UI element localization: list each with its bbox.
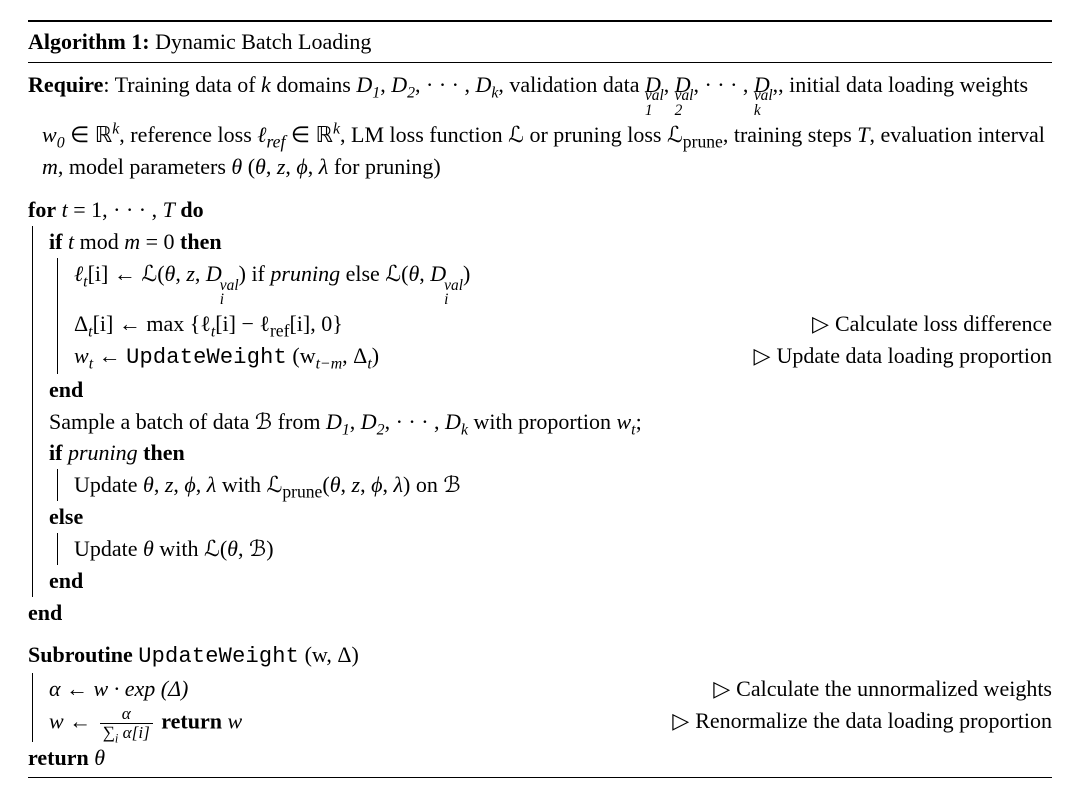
if-mod-body: ℓt[i] ← ℒ(θ, z, Dvali) if pruning else ℒ… <box>57 258 1052 374</box>
line-delta: Δt[i] ← max {ℓt[i] − ℓref[i], 0} Calcula… <box>74 308 1052 340</box>
req-text-4: , initial data loading weights <box>778 72 1028 97</box>
Rk-1: ℝk <box>95 122 119 147</box>
line-w: wt ← UpdateWeight (wt−m, Δt) Update data… <box>74 340 1052 374</box>
req-text-1: : Training data of <box>103 72 261 97</box>
kw-then: then <box>180 229 222 254</box>
for-line: for t = 1, · · · , T do <box>28 194 1052 226</box>
for-body: if t mod m = 0 then ℓt[i] ← ℒ(θ, z, Dval… <box>32 226 1052 597</box>
kw-do: do <box>180 197 203 222</box>
end-ifprune: end <box>49 565 1052 597</box>
require-label: Require <box>28 72 103 97</box>
return-line: return θ <box>28 742 1052 774</box>
if-prune-line: if pruning then <box>49 437 1052 469</box>
eq0: = 0 <box>140 229 180 254</box>
B: ℬ <box>255 409 272 434</box>
fn-updateweight: UpdateWeight <box>126 345 287 370</box>
title-rule <box>28 62 1052 63</box>
T: T <box>857 122 869 147</box>
req-text-3: , validation data <box>498 72 645 97</box>
lambda: λ <box>319 154 329 179</box>
req-text-5: , reference loss <box>119 122 257 147</box>
req-text-9: , evaluation interval <box>870 122 1045 147</box>
line-sample: Sample a batch of data ℬ from D1, D2, · … <box>49 406 1052 438</box>
end-ifmod: end <box>49 374 1052 406</box>
comment-w: Update data loading proportion <box>754 340 1052 372</box>
w0: w0 <box>42 122 65 147</box>
algorithm-title-row: Algorithm 1: Dynamic Batch Loading <box>28 26 1052 58</box>
line-ell: ℓt[i] ← ℒ(θ, z, Dvali) if pruning else ℒ… <box>74 258 1052 308</box>
D1: D1 <box>356 72 380 97</box>
loop-range: = 1, · · · , <box>68 197 163 222</box>
bottom-rule <box>28 777 1052 778</box>
top-rule <box>28 20 1052 22</box>
kw-return: return <box>28 745 89 770</box>
theta2: θ <box>255 154 266 179</box>
if-mod-line: if t mod m = 0 then <box>49 226 1052 258</box>
comment-delta: Calculate loss difference <box>812 308 1052 340</box>
z: z <box>277 154 286 179</box>
subroutine-line: Subroutine UpdateWeight (w, Δ) <box>28 639 1052 673</box>
mod: mod <box>74 229 124 254</box>
req-text-7: or pruning loss <box>524 122 667 147</box>
req-text-10: , model parameters <box>58 154 232 179</box>
line-alpha: α ← w · exp (Δ) Calculate the unnormaliz… <box>49 673 1052 705</box>
Rk-2: ℝk <box>316 122 340 147</box>
kw-subroutine: Subroutine <box>28 642 133 667</box>
Dkval: Dvalk <box>754 72 773 97</box>
k: k <box>261 72 271 97</box>
D2: D2 <box>391 72 415 97</box>
if-prune-body: Update θ, z, ϕ, λ with ℒprune(θ, z, ϕ, λ… <box>57 469 1052 501</box>
Lprune: ℒprune <box>667 122 723 147</box>
comment-wnorm: Renormalize the data loading proportion <box>672 705 1052 737</box>
Dk: Dk <box>475 72 498 97</box>
req-text-8: , training steps <box>723 122 857 147</box>
end-for: end <box>28 597 1052 629</box>
require-block: Require: Training data of k domains D1 , … <box>28 69 1052 183</box>
fn-updateweight-2: UpdateWeight <box>138 644 299 669</box>
else-body: Update θ with ℒ(θ, ℬ) <box>57 533 1052 565</box>
m2: m <box>124 229 140 254</box>
kw-if: if <box>49 229 62 254</box>
D1val: Dval1 <box>645 72 664 97</box>
algorithm-number: Algorithm 1: <box>28 29 150 54</box>
kw-for: for <box>28 197 56 222</box>
phi: ϕ <box>296 154 307 179</box>
T2: T <box>163 197 175 222</box>
algorithm-title: Dynamic Batch Loading <box>155 29 371 54</box>
L: ℒ <box>508 122 524 147</box>
line-wnorm: w ← α∑i α[i] return w Renormalize the da… <box>49 705 1052 742</box>
kw-else: else <box>49 501 1052 533</box>
D2val: Dval2 <box>675 72 694 97</box>
subroutine-body: α ← w · exp (Δ) Calculate the unnormaliz… <box>32 673 1052 742</box>
theta: θ <box>231 154 242 179</box>
sub-args: (w, Δ) <box>305 642 359 667</box>
algorithm-block: Algorithm 1: Dynamic Batch Loading Requi… <box>0 0 1080 794</box>
ell-ref: ℓref <box>257 122 285 147</box>
m: m <box>42 154 58 179</box>
comment-alpha: Calculate the unnormalized weights <box>713 673 1052 705</box>
req-text-6: , LM loss function <box>340 122 508 147</box>
return-val: θ <box>94 745 105 770</box>
fraction: α∑i α[i] <box>100 705 153 742</box>
req-text-11: for pruning) <box>328 154 440 179</box>
req-text-2: domains <box>271 72 357 97</box>
